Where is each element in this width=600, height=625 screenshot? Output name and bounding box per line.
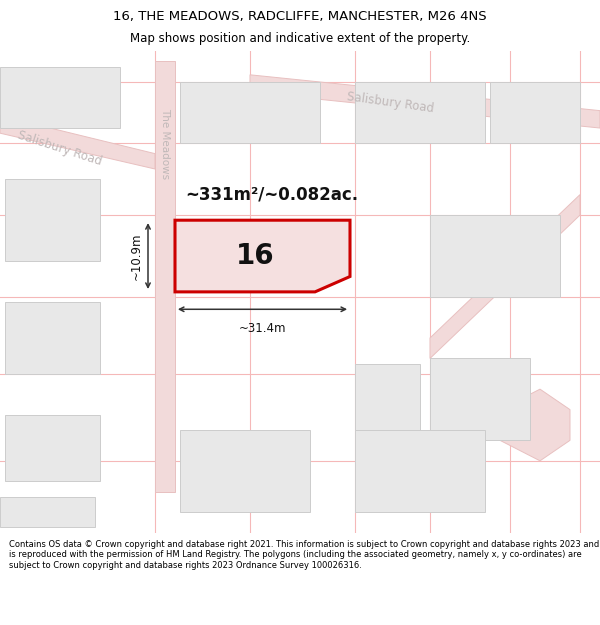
Bar	[355, 430, 485, 512]
Polygon shape	[250, 75, 600, 128]
Bar	[355, 364, 420, 430]
Bar	[355, 82, 485, 143]
Bar	[5, 302, 100, 374]
Text: ~10.9m: ~10.9m	[130, 232, 143, 280]
Bar	[0, 67, 120, 128]
Text: Contains OS data © Crown copyright and database right 2021. This information is : Contains OS data © Crown copyright and d…	[9, 540, 599, 570]
Text: Salisbury Road: Salisbury Road	[346, 90, 434, 115]
Text: Salisbury Road: Salisbury Road	[16, 129, 104, 168]
Bar	[5, 415, 100, 481]
Polygon shape	[175, 220, 350, 292]
Bar	[5, 179, 100, 261]
Text: ~331m²/~0.082ac.: ~331m²/~0.082ac.	[185, 186, 358, 204]
Bar	[0, 497, 95, 528]
Text: The Meadows: The Meadows	[160, 108, 170, 179]
Bar	[430, 358, 530, 441]
Bar	[180, 82, 320, 143]
Text: ~31.4m: ~31.4m	[238, 322, 286, 334]
Polygon shape	[430, 194, 580, 358]
Text: 16: 16	[236, 242, 274, 270]
Bar	[490, 82, 580, 143]
Text: 16, THE MEADOWS, RADCLIFFE, MANCHESTER, M26 4NS: 16, THE MEADOWS, RADCLIFFE, MANCHESTER, …	[113, 10, 487, 23]
Text: Map shows position and indicative extent of the property.: Map shows position and indicative extent…	[130, 32, 470, 45]
Polygon shape	[0, 116, 155, 169]
Bar	[430, 215, 560, 297]
Polygon shape	[155, 61, 175, 491]
Bar	[180, 430, 310, 512]
Polygon shape	[500, 389, 570, 461]
